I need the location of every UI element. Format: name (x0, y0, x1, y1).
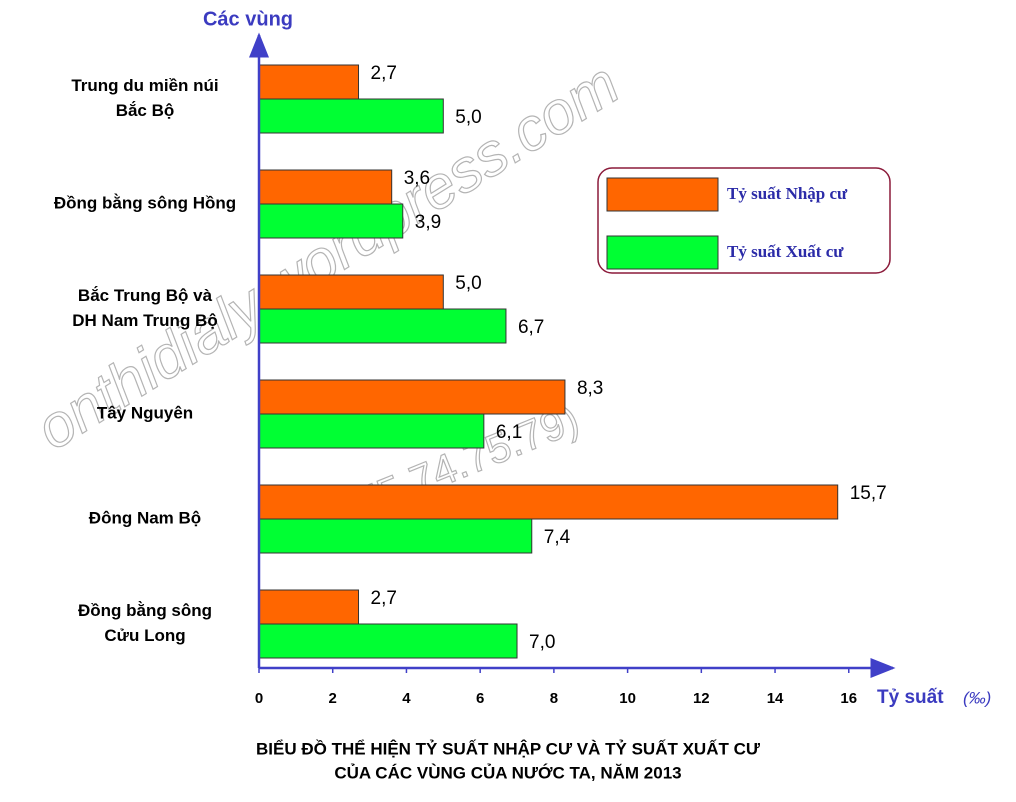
bar (258, 274, 444, 310)
bar (258, 518, 533, 554)
y-tick-label: Bắc Bộ (116, 101, 175, 120)
value-label: 3,9 (415, 212, 441, 233)
legend-label: Tỷ suất Nhập cư (727, 184, 848, 203)
chart-title: BIỂU ĐỒ THỂ HIỆN TỶ SUẤT NHẬP CƯ VÀ TỶ S… (256, 739, 761, 758)
y-tick-label: Tây Nguyên (97, 403, 193, 422)
bar (258, 379, 566, 415)
bar (258, 589, 360, 625)
value-label: 15,7 (850, 483, 887, 504)
legend-label: Tỷ suất Xuất cư (727, 242, 844, 261)
y-tick-label: Bắc Trung Bộ và (78, 286, 213, 305)
y-tick-label: Đông Nam Bộ (89, 508, 201, 527)
bar (258, 484, 839, 520)
x-tick-label: 6 (476, 690, 484, 707)
value-label: 2,7 (371, 588, 397, 609)
bar (258, 98, 444, 134)
x-tick-label: 0 (255, 690, 263, 707)
x-axis-label: Tỷ suất (877, 687, 944, 708)
value-label: 5,0 (455, 273, 481, 294)
value-label: 2,7 (371, 63, 397, 84)
bar (258, 623, 518, 659)
y-tick-label: Đồng bằng sông Hồng (54, 193, 236, 212)
legend-swatch (606, 235, 719, 270)
x-tick-label: 12 (693, 690, 710, 707)
legend-swatch (606, 177, 719, 212)
value-label: 7,4 (544, 527, 571, 548)
y-tick-label: DH Nam Trung Bộ (72, 311, 217, 330)
x-tick-label: 16 (840, 690, 857, 707)
y-tick-label: Đồng bằng sông (78, 601, 212, 620)
x-axis-unit: (‰) (963, 688, 991, 707)
y-tick-label: Cửu Long (104, 626, 185, 645)
bar (258, 203, 404, 239)
value-label: 3,6 (404, 168, 430, 189)
x-tick-label: 10 (619, 690, 636, 707)
y-axis-label: Các vùng (203, 8, 293, 30)
x-tick-label: 14 (767, 690, 784, 707)
value-label: 8,3 (577, 378, 603, 399)
y-tick-label: Trung du miền núi (71, 76, 218, 95)
bar (258, 169, 393, 205)
bar (258, 308, 507, 344)
x-tick-label: 8 (550, 690, 558, 707)
bar (258, 64, 360, 100)
value-label: 7,0 (529, 632, 555, 653)
bar (258, 413, 485, 449)
value-label: 6,7 (518, 317, 544, 338)
value-label: 6,1 (496, 422, 522, 443)
x-tick-label: 4 (402, 690, 411, 707)
x-tick-label: 2 (329, 690, 337, 707)
chart-title: CỦA CÁC VÙNG CỦA NƯỚC TA, NĂM 2013 (334, 763, 681, 782)
value-label: 5,0 (455, 107, 481, 128)
